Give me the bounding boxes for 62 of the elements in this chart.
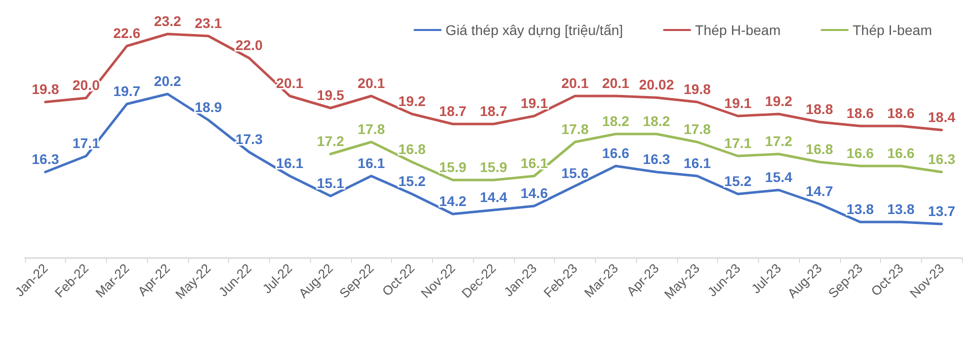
data-label: 16.3 [642,151,670,167]
data-label: 14.6 [520,185,548,201]
data-label: 16.6 [887,145,915,161]
data-label: 16.3 [32,151,60,167]
data-label: 16.1 [358,155,386,171]
data-label: 16.1 [684,155,712,171]
data-label: 23.2 [154,13,182,29]
data-label: 13.8 [887,201,915,217]
data-label: 15.2 [398,173,426,189]
legend-label: Thép H-beam [695,22,781,38]
data-label: 20.02 [638,76,674,93]
data-label: 22.6 [113,25,141,41]
data-label: 20.1 [561,75,589,91]
data-label: 18.9 [194,99,222,115]
data-label: 18.8 [806,101,834,117]
data-label: 13.7 [928,203,956,219]
legend-label: Giá thép xây dựng [triệu/tấn] [446,22,624,38]
data-label: 22.0 [235,37,263,53]
data-label: 13.8 [846,201,874,217]
legend-label: Thép I-beam [852,22,932,38]
data-label: 16.8 [398,141,426,157]
data-label: 15.6 [561,165,589,181]
data-label: 17.8 [358,121,386,137]
data-label: 19.7 [113,83,141,99]
data-label: 17.8 [684,121,712,137]
data-label: 16.8 [806,141,834,157]
data-label: 18.7 [439,103,467,119]
data-label: 19.8 [684,81,712,97]
data-label: 17.1 [724,135,752,151]
data-label: 20.1 [602,75,630,91]
data-label: 19.2 [765,93,793,109]
data-label: 18.6 [887,105,915,121]
data-label: 18.4 [928,109,956,125]
data-label: 23.1 [194,15,222,31]
data-label: 15.9 [439,159,467,175]
data-label: 17.8 [561,121,589,137]
data-label: 15.9 [480,159,508,175]
data-label: 17.2 [316,133,344,149]
data-label: 18.6 [846,105,874,121]
data-label: 15.4 [765,169,793,185]
data-label: 14.2 [439,193,467,209]
data-label: 16.6 [846,145,874,161]
data-label: 16.1 [276,155,304,171]
data-label: 15.1 [316,175,344,191]
data-label: 19.8 [32,81,60,97]
data-label: 17.2 [765,133,793,149]
data-label: 15.2 [724,173,752,189]
data-label: 19.5 [316,87,344,103]
data-label: 18.2 [642,113,670,129]
data-label: 19.1 [520,95,548,111]
data-label: 18.2 [602,113,630,129]
data-label: 18.7 [480,103,508,119]
data-label: 20.1 [358,75,386,91]
data-label: 14.4 [480,189,508,205]
data-label: 16.6 [602,145,630,161]
data-label: 16.3 [928,151,956,167]
data-label: 20.2 [154,73,182,89]
data-label: 14.7 [806,183,834,199]
data-label: 19.1 [724,95,752,111]
data-label: 17.3 [235,131,263,147]
data-label: 16.1 [520,155,548,171]
data-label: 19.2 [398,93,426,109]
